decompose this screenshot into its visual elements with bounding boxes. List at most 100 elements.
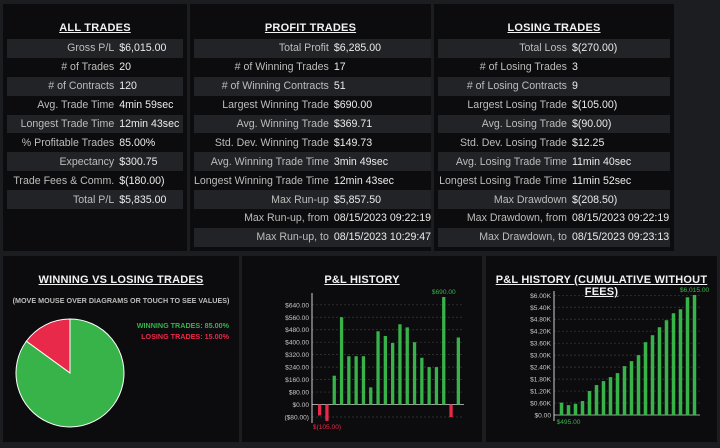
stat-label: Max Drawdown, from: [466, 212, 567, 225]
stat-label: # of Contracts: [7, 76, 119, 96]
pie-slice-losing[interactable]: [25, 318, 71, 374]
bar[interactable]: [608, 377, 613, 415]
cumulative-panel[interactable]: P&L HISTORY (CUMULATIVE WITHOUT FEES) $6…: [486, 256, 717, 442]
data-label: $6,015.00: [680, 287, 710, 294]
bar[interactable]: [369, 387, 373, 405]
bar[interactable]: [405, 327, 409, 405]
stat-row: # of Contracts 120: [7, 76, 183, 96]
y-tick-label: $3.60K: [530, 341, 552, 348]
cumulative-chart[interactable]: $6.00K $5.40K $4.80K $4.20K $3.60K $3.00K $2.4…: [486, 256, 717, 442]
bar[interactable]: [412, 342, 417, 405]
bar[interactable]: [427, 367, 431, 405]
bar[interactable]: [339, 317, 344, 405]
bar[interactable]: [325, 404, 329, 421]
stat-value: $(90.00): [570, 114, 670, 134]
y-tick-label: $0.00: [534, 413, 551, 420]
bar[interactable]: [587, 391, 592, 415]
bar[interactable]: [420, 357, 424, 405]
bar[interactable]: [347, 356, 351, 405]
bar[interactable]: [354, 356, 358, 405]
y-tick-label: $560.00: [285, 315, 309, 322]
stat-value: 51: [332, 76, 432, 96]
stat-label: Largest Winning Trade: [222, 99, 329, 112]
bar[interactable]: [376, 331, 380, 405]
stat-label: Longest Winning Trade Time: [194, 174, 329, 187]
stat-row: Max Drawdown, from 08/15/2023 09:22:19: [438, 209, 670, 228]
bar[interactable]: [361, 356, 366, 405]
stat-row: Longest Losing Trade Time 11min 52sec: [438, 171, 670, 190]
stat-value: 3min 49sec: [332, 152, 432, 172]
stat-label: % Profitable Trades: [21, 136, 115, 149]
bar[interactable]: [664, 320, 669, 415]
bar[interactable]: [636, 355, 641, 415]
stat-value: 12min 43sec: [118, 114, 183, 134]
stat-row: # of Losing Contracts 9: [438, 76, 670, 96]
stat-value: 9: [570, 76, 670, 96]
y-tick-label: $400.00: [285, 340, 309, 347]
bar[interactable]: [629, 361, 634, 415]
stat-label: Avg. Trade Time: [37, 99, 115, 112]
bar[interactable]: [622, 366, 627, 415]
y-tick-label: ($80.00): [284, 415, 309, 422]
bar[interactable]: [601, 381, 606, 415]
bar[interactable]: [332, 375, 336, 405]
bar[interactable]: [594, 385, 599, 415]
bar[interactable]: [566, 405, 571, 415]
stat-row: Largest Losing Trade $(105.00): [438, 96, 670, 115]
bar[interactable]: [685, 297, 690, 415]
stat-label: Total P/L: [7, 190, 119, 210]
stat-value: 12min 43sec: [333, 174, 394, 187]
stat-row: # of Losing Trades 3: [438, 58, 670, 77]
bar[interactable]: [678, 309, 683, 415]
stat-row: Max Run-up, to 08/15/2023 10:29:47: [194, 227, 432, 247]
pie-slice-winning[interactable]: [15, 318, 125, 428]
bar[interactable]: [442, 297, 446, 405]
bar[interactable]: [650, 335, 655, 415]
bar[interactable]: [615, 373, 620, 415]
bar[interactable]: [449, 404, 453, 417]
y-tick-label: $4.20K: [530, 329, 552, 336]
bar[interactable]: [434, 367, 439, 405]
stat-row: Std. Dev. Winning Trade $149.73: [194, 133, 431, 152]
bar[interactable]: [643, 342, 648, 415]
stat-value: $5,857.50: [332, 190, 432, 210]
pl-history-panel[interactable]: P&L HISTORY $640.00 $560.00 $480.00 $400.00…: [242, 256, 482, 442]
win-loss-pie-chart[interactable]: [3, 256, 239, 442]
stat-value: 08/15/2023 09:23:13: [570, 227, 670, 247]
data-label: $690.00: [432, 289, 456, 296]
y-tick-label: $2.40K: [530, 365, 552, 372]
bar[interactable]: [318, 404, 322, 416]
stat-row: Std. Dev. Losing Trade $12.25: [438, 133, 670, 152]
y-tick-label: $240.00: [285, 365, 309, 372]
all-trades-table: Gross P/L $6,015.00 # of Trades 20 # of Cont…: [7, 39, 183, 210]
win-loss-title: WINNING VS LOSING TRADES: [38, 274, 204, 286]
bar[interactable]: [580, 401, 585, 415]
win-loss-panel[interactable]: WINNING VS LOSING TRADES (MOVE MOUSE OVE…: [3, 256, 239, 442]
stat-row: Total Loss $(270.00): [438, 39, 670, 58]
stat-label: # of Losing Trades: [479, 61, 567, 74]
bar[interactable]: [657, 327, 662, 415]
bar[interactable]: [456, 337, 460, 405]
bar[interactable]: [671, 313, 676, 415]
stat-value: $149.73: [333, 136, 373, 149]
stat-value: 08/15/2023 09:22:19: [571, 212, 670, 225]
bar[interactable]: [559, 402, 564, 415]
stat-label: # of Losing Contracts: [438, 76, 571, 96]
bar[interactable]: [398, 324, 402, 405]
y-tick-label: $160.00: [285, 377, 309, 384]
bar[interactable]: [391, 342, 395, 405]
pl-history-chart[interactable]: $640.00 $560.00 $480.00 $400.00 $320.00 $240.…: [242, 256, 482, 442]
stat-label: Avg. Losing Trade: [438, 114, 571, 134]
stat-row: Max Drawdown $(208.50): [438, 190, 670, 210]
stat-label: Longest Losing Trade Time: [439, 174, 567, 187]
y-tick-label: $6.00K: [530, 293, 552, 300]
y-tick-label: $3.00K: [530, 353, 552, 360]
bar[interactable]: [692, 295, 697, 415]
stat-label: Trade Fees & Comm.: [13, 174, 115, 187]
all-trades-title: ALL TRADES: [59, 22, 131, 34]
y-tick-label: $1.20K: [530, 389, 552, 396]
profit-trades-panel: PROFIT TRADES Total Profit $6,285.00 # of …: [190, 4, 432, 251]
bar[interactable]: [383, 335, 387, 405]
stat-row: Longest Trade Time 12min 43sec: [7, 114, 183, 134]
bar[interactable]: [573, 403, 578, 415]
